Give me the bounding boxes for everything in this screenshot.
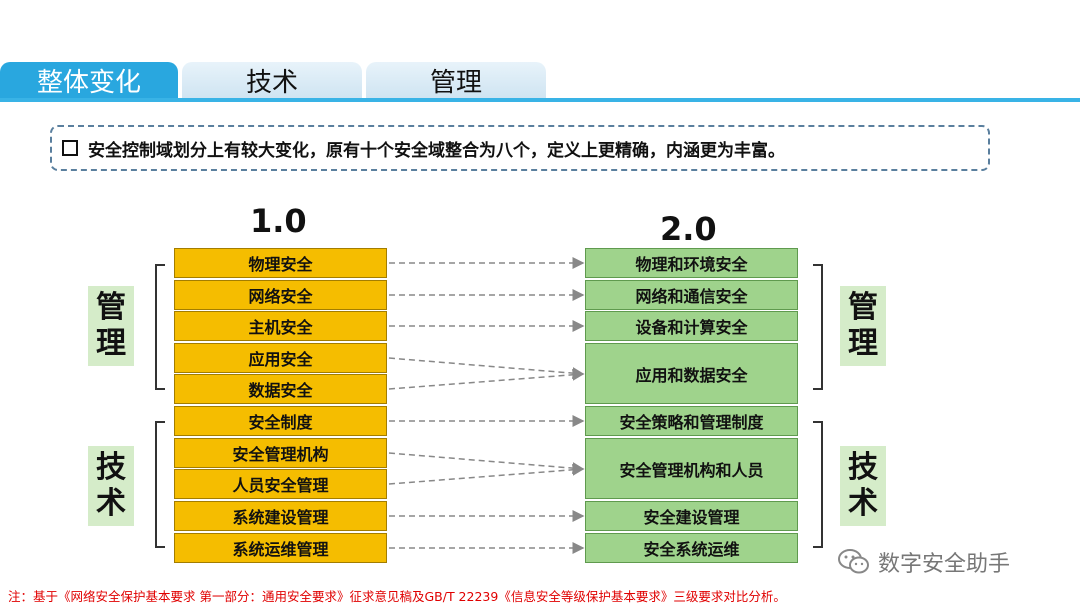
watermark: 数字安全助手 [838,546,1010,578]
old-domain: 系统建设管理 [174,501,387,531]
side-label-right-technical: 技术 [840,446,886,526]
tab-management[interactable]: 管理 [366,62,546,98]
version-new: 2.0 [660,210,717,248]
new-domain: 物理和环境安全 [585,248,798,278]
tab-technical[interactable]: 技术 [182,62,362,98]
old-domain: 数据安全 [174,374,387,404]
new-domain: 网络和通信安全 [585,280,798,310]
old-domain: 系统运维管理 [174,533,387,563]
mapping-arrow [388,368,585,390]
footnote: 注：基于《网络安全保护基本要求 第一部分：通用安全要求》征求意见稿及GB/T 2… [8,589,786,604]
bullet-square-icon [62,140,78,156]
new-domain: 设备和计算安全 [585,311,798,341]
version-old: 1.0 [250,202,307,240]
mapping-arrow [388,357,585,380]
old-domain: 物理安全 [174,248,387,278]
old-domain: 应用安全 [174,343,387,373]
bracket-right-management [813,264,823,390]
tab-underline [0,98,1080,102]
watermark-text: 数字安全助手 [878,552,1011,577]
new-domain: 应用和数据安全 [585,343,798,404]
new-domain: 安全建设管理 [585,501,798,531]
summary-note: 安全控制域划分上有较大变化，原有十个安全域整合为八个，定义上更精确，内涵更为丰富… [50,125,990,171]
old-domain: 网络安全 [174,280,387,310]
old-domain: 主机安全 [174,311,387,341]
bracket-left-technical [155,421,165,548]
old-domain: 安全管理机构 [174,438,387,468]
mapping-arrow [388,452,585,475]
side-label-right-management: 管理 [840,286,886,366]
bracket-right-technical [813,421,823,548]
summary-text: 安全控制域划分上有较大变化，原有十个安全域整合为八个，定义上更精确，内涵更为丰富… [88,140,785,161]
new-domain: 安全策略和管理制度 [585,406,798,436]
tab-overall[interactable]: 整体变化 [0,62,178,98]
old-domain: 安全制度 [174,406,387,436]
new-domain: 安全管理机构和人员 [585,438,798,499]
wechat-icon [838,549,869,574]
bracket-left-management [155,264,165,390]
side-label-left-management: 管理 [88,286,134,366]
old-domain: 人员安全管理 [174,469,387,499]
new-domain: 安全系统运维 [585,533,798,563]
side-label-left-technical: 技术 [88,446,134,526]
mapping-arrow [388,463,585,485]
